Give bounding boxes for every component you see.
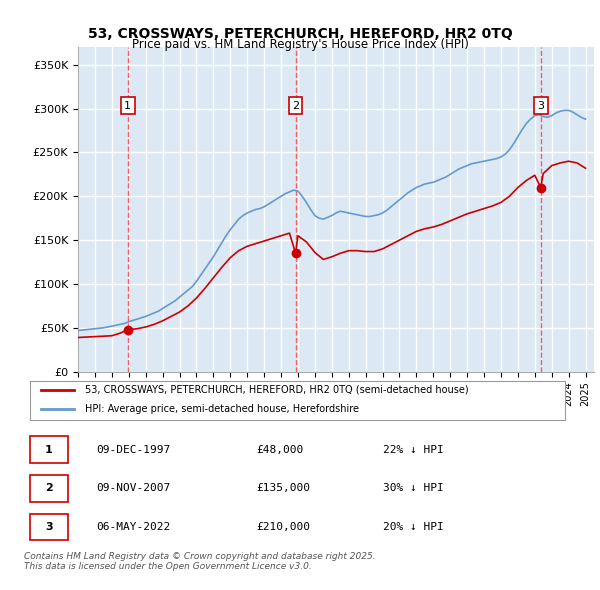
Text: £210,000: £210,000: [256, 522, 310, 532]
Text: HPI: Average price, semi-detached house, Herefordshire: HPI: Average price, semi-detached house,…: [85, 405, 359, 414]
Text: £48,000: £48,000: [256, 444, 303, 454]
FancyBboxPatch shape: [29, 381, 565, 419]
Text: 20% ↓ HPI: 20% ↓ HPI: [383, 522, 443, 532]
Text: 2: 2: [292, 101, 299, 110]
Text: Price paid vs. HM Land Registry's House Price Index (HPI): Price paid vs. HM Land Registry's House …: [131, 38, 469, 51]
Text: 06-MAY-2022: 06-MAY-2022: [96, 522, 170, 532]
Text: 09-NOV-2007: 09-NOV-2007: [96, 483, 170, 493]
Text: 3: 3: [537, 101, 544, 110]
Text: 53, CROSSWAYS, PETERCHURCH, HEREFORD, HR2 0TQ: 53, CROSSWAYS, PETERCHURCH, HEREFORD, HR…: [88, 27, 512, 41]
Text: Contains HM Land Registry data © Crown copyright and database right 2025.
This d: Contains HM Land Registry data © Crown c…: [24, 552, 376, 571]
Text: 30% ↓ HPI: 30% ↓ HPI: [383, 483, 443, 493]
Text: 2: 2: [45, 483, 53, 493]
Text: 22% ↓ HPI: 22% ↓ HPI: [383, 444, 443, 454]
Text: 3: 3: [45, 522, 53, 532]
Text: 1: 1: [124, 101, 131, 110]
FancyBboxPatch shape: [29, 436, 68, 463]
Text: 1: 1: [45, 444, 53, 454]
FancyBboxPatch shape: [29, 475, 68, 502]
Text: £135,000: £135,000: [256, 483, 310, 493]
Text: 53, CROSSWAYS, PETERCHURCH, HEREFORD, HR2 0TQ (semi-detached house): 53, CROSSWAYS, PETERCHURCH, HEREFORD, HR…: [85, 385, 469, 395]
FancyBboxPatch shape: [29, 514, 68, 540]
Text: 09-DEC-1997: 09-DEC-1997: [96, 444, 170, 454]
